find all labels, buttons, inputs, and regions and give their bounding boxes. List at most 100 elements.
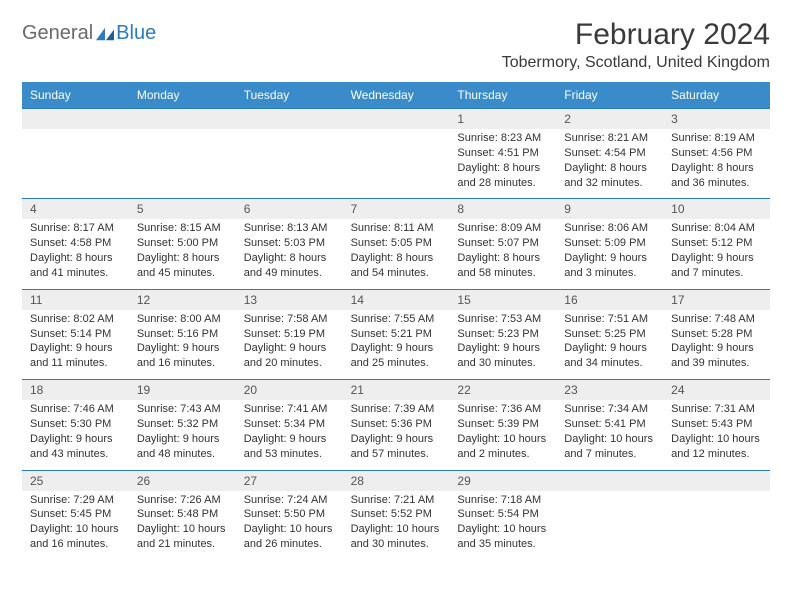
day-detail: Sunrise: 7:39 AMSunset: 5:36 PMDaylight:… [343,400,450,469]
sunset-text: Sunset: 5:54 PM [457,507,550,522]
daylight-text: Daylight: 9 hours and 30 minutes. [457,341,550,371]
daynum-row: 18192021222324 [22,379,770,400]
sunrise-text: Sunrise: 7:58 AM [244,312,337,327]
day-number: 8 [449,198,556,219]
sunrise-text: Sunrise: 7:24 AM [244,493,337,508]
day-detail: Sunrise: 7:29 AMSunset: 5:45 PMDaylight:… [22,491,129,560]
day-number [236,108,343,129]
sunrise-text: Sunrise: 8:19 AM [671,131,764,146]
day-detail: Sunrise: 7:43 AMSunset: 5:32 PMDaylight:… [129,400,236,469]
sunset-text: Sunset: 5:43 PM [671,417,764,432]
day-number: 28 [343,470,450,491]
day-detail: Sunrise: 8:19 AMSunset: 4:56 PMDaylight:… [663,129,770,198]
daylight-text: Daylight: 10 hours and 21 minutes. [137,522,230,552]
day-detail [343,129,450,198]
day-number: 24 [663,379,770,400]
sunrise-text: Sunrise: 7:39 AM [351,402,444,417]
day-number [556,470,663,491]
day-detail: Sunrise: 8:04 AMSunset: 5:12 PMDaylight:… [663,219,770,288]
weekday-thursday: Thursday [449,82,556,108]
daylight-text: Daylight: 9 hours and 57 minutes. [351,432,444,462]
sunset-text: Sunset: 5:09 PM [564,236,657,251]
day-number: 4 [22,198,129,219]
sunrise-text: Sunrise: 7:51 AM [564,312,657,327]
daylight-text: Daylight: 9 hours and 39 minutes. [671,341,764,371]
sunrise-text: Sunrise: 7:18 AM [457,493,550,508]
daynum-row: 45678910 [22,198,770,219]
daylight-text: Daylight: 10 hours and 2 minutes. [457,432,550,462]
weekday-friday: Friday [556,82,663,108]
day-detail: Sunrise: 7:53 AMSunset: 5:23 PMDaylight:… [449,310,556,379]
sunrise-text: Sunrise: 8:00 AM [137,312,230,327]
daylight-text: Daylight: 10 hours and 35 minutes. [457,522,550,552]
sunrise-text: Sunrise: 7:55 AM [351,312,444,327]
day-detail [129,129,236,198]
day-detail: Sunrise: 8:11 AMSunset: 5:05 PMDaylight:… [343,219,450,288]
daylight-text: Daylight: 8 hours and 28 minutes. [457,161,550,191]
day-detail: Sunrise: 7:55 AMSunset: 5:21 PMDaylight:… [343,310,450,379]
sunrise-text: Sunrise: 8:09 AM [457,221,550,236]
sunrise-text: Sunrise: 7:26 AM [137,493,230,508]
weekday-sunday: Sunday [22,82,129,108]
sunrise-text: Sunrise: 7:29 AM [30,493,123,508]
day-number [22,108,129,129]
sunset-text: Sunset: 5:34 PM [244,417,337,432]
day-number [663,470,770,491]
weekday-tuesday: Tuesday [236,82,343,108]
location-subtitle: Tobermory, Scotland, United Kingdom [502,54,770,72]
sunset-text: Sunset: 5:12 PM [671,236,764,251]
sunset-text: Sunset: 5:50 PM [244,507,337,522]
logo-sail-icon [96,27,114,41]
sunrise-text: Sunrise: 8:04 AM [671,221,764,236]
daylight-text: Daylight: 9 hours and 16 minutes. [137,341,230,371]
day-detail: Sunrise: 8:17 AMSunset: 4:58 PMDaylight:… [22,219,129,288]
day-detail: Sunrise: 7:46 AMSunset: 5:30 PMDaylight:… [22,400,129,469]
day-number: 27 [236,470,343,491]
sunset-text: Sunset: 5:19 PM [244,327,337,342]
day-number: 17 [663,289,770,310]
calendar-grid: Sunday Monday Tuesday Wednesday Thursday… [22,82,770,560]
sunrise-text: Sunrise: 7:31 AM [671,402,764,417]
daylight-text: Daylight: 9 hours and 20 minutes. [244,341,337,371]
day-number: 9 [556,198,663,219]
day-detail: Sunrise: 7:41 AMSunset: 5:34 PMDaylight:… [236,400,343,469]
day-number: 26 [129,470,236,491]
title-block: February 2024 Tobermory, Scotland, Unite… [502,18,770,72]
sunset-text: Sunset: 5:16 PM [137,327,230,342]
sunset-text: Sunset: 5:21 PM [351,327,444,342]
sunrise-text: Sunrise: 8:13 AM [244,221,337,236]
daynum-row: 11121314151617 [22,289,770,310]
sunrise-text: Sunrise: 7:21 AM [351,493,444,508]
daynum-row: 2526272829 [22,470,770,491]
day-number: 5 [129,198,236,219]
sunrise-text: Sunrise: 7:36 AM [457,402,550,417]
sunset-text: Sunset: 5:52 PM [351,507,444,522]
daylight-text: Daylight: 9 hours and 48 minutes. [137,432,230,462]
day-number: 19 [129,379,236,400]
weekday-header-row: Sunday Monday Tuesday Wednesday Thursday… [22,82,770,108]
day-number: 21 [343,379,450,400]
daylight-text: Daylight: 8 hours and 58 minutes. [457,251,550,281]
sunrise-text: Sunrise: 8:15 AM [137,221,230,236]
day-number: 29 [449,470,556,491]
daylight-text: Daylight: 10 hours and 7 minutes. [564,432,657,462]
day-detail: Sunrise: 8:09 AMSunset: 5:07 PMDaylight:… [449,219,556,288]
day-detail: Sunrise: 7:31 AMSunset: 5:43 PMDaylight:… [663,400,770,469]
sunrise-text: Sunrise: 7:46 AM [30,402,123,417]
day-number: 15 [449,289,556,310]
day-detail: Sunrise: 7:26 AMSunset: 5:48 PMDaylight:… [129,491,236,560]
day-detail: Sunrise: 8:02 AMSunset: 5:14 PMDaylight:… [22,310,129,379]
day-number: 7 [343,198,450,219]
day-detail [22,129,129,198]
day-detail: Sunrise: 8:13 AMSunset: 5:03 PMDaylight:… [236,219,343,288]
day-detail: Sunrise: 7:18 AMSunset: 5:54 PMDaylight:… [449,491,556,560]
sunset-text: Sunset: 5:45 PM [30,507,123,522]
daylight-text: Daylight: 10 hours and 26 minutes. [244,522,337,552]
day-detail: Sunrise: 8:23 AMSunset: 4:51 PMDaylight:… [449,129,556,198]
daylight-text: Daylight: 9 hours and 34 minutes. [564,341,657,371]
sunset-text: Sunset: 4:56 PM [671,146,764,161]
weekday-monday: Monday [129,82,236,108]
day-detail: Sunrise: 8:06 AMSunset: 5:09 PMDaylight:… [556,219,663,288]
day-detail [556,491,663,560]
day-detail: Sunrise: 8:15 AMSunset: 5:00 PMDaylight:… [129,219,236,288]
